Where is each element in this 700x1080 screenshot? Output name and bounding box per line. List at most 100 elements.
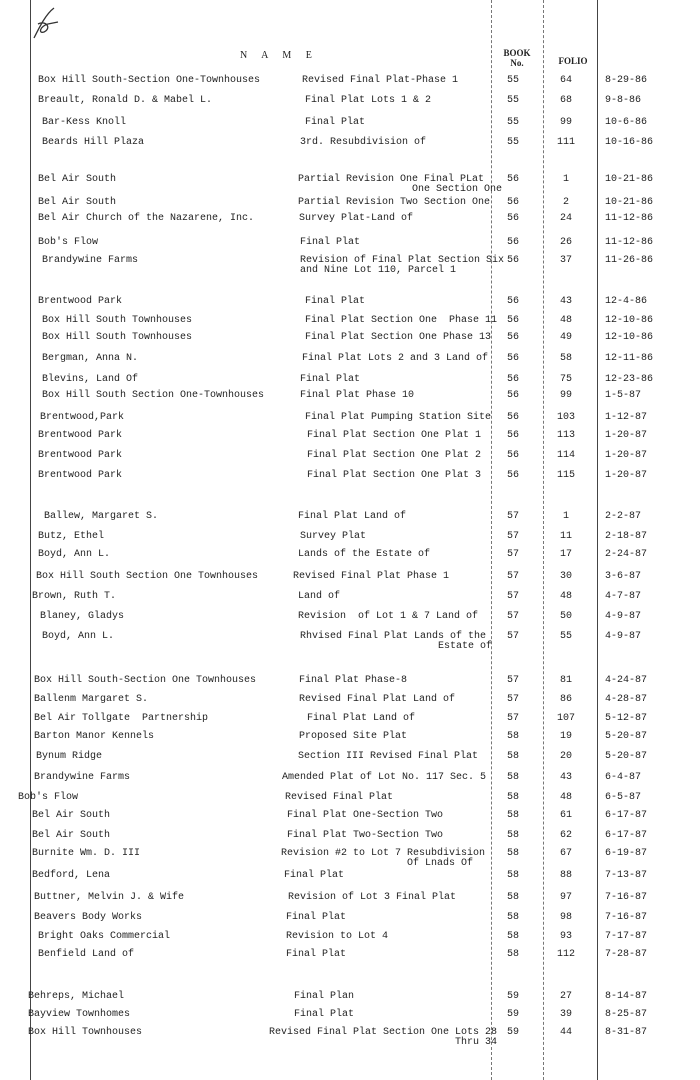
row-date: 8-14-87 xyxy=(605,991,648,1002)
row-date: 9-8-86 xyxy=(605,95,642,106)
row-date: 6-5-87 xyxy=(605,792,642,803)
row-date: 7-17-87 xyxy=(605,931,648,942)
name-column-header: N A M E xyxy=(240,50,318,61)
row-description: Final Plat Phase 10 xyxy=(300,390,415,401)
row-description: Final Plat Section One Phase 11 xyxy=(305,315,498,326)
row-folio: 107 xyxy=(556,713,575,724)
row-date: 12-11-86 xyxy=(605,353,654,364)
row-book: 56 xyxy=(506,470,519,481)
row-name: Box Hill South-Section One-Townhouses xyxy=(38,75,261,86)
row-book: 58 xyxy=(506,870,519,881)
row-date: 11-12-86 xyxy=(605,237,654,248)
row-book: 56 xyxy=(506,374,519,385)
row-description: Final Plat xyxy=(294,1009,355,1020)
row-book: 58 xyxy=(506,731,519,742)
row-book: 56 xyxy=(506,315,519,326)
row-description: Amended Plat of Lot No. 117 Sec. 5 xyxy=(282,772,487,783)
row-name: Brentwood,Park xyxy=(40,412,125,423)
row-date: 1-5-87 xyxy=(605,390,642,401)
row-folio: 24 xyxy=(559,213,572,224)
row-folio: 48 xyxy=(559,591,572,602)
row-description: Final Plat Land of xyxy=(298,511,407,522)
row-description: Final Plat xyxy=(286,949,347,960)
row-folio: 81 xyxy=(559,675,572,686)
row-description: Proposed Site Plat xyxy=(299,731,408,742)
row-folio: 39 xyxy=(559,1009,572,1020)
row-description: Revised Final Plat-Phase 1 xyxy=(302,75,459,86)
row-date: 8-29-86 xyxy=(605,75,648,86)
row-folio: 75 xyxy=(559,374,572,385)
row-name: Bayview Townhomes xyxy=(28,1009,131,1020)
row-name: Box Hill South-Section One Townhouses xyxy=(34,675,257,686)
row-name: Box Hill Townhouses xyxy=(28,1027,143,1038)
row-description: Final Plat xyxy=(286,912,347,923)
row-date: 6-17-87 xyxy=(605,810,648,821)
row-folio: 26 xyxy=(559,237,572,248)
row-book: 56 xyxy=(506,296,519,307)
row-book: 57 xyxy=(506,531,519,542)
row-description: Partial Revision One Final PLat One Sect… xyxy=(298,174,503,195)
row-book: 57 xyxy=(506,694,519,705)
row-name: Bel Air South xyxy=(32,810,111,821)
row-date: 2-18-87 xyxy=(605,531,648,542)
row-name: Brown, Ruth T. xyxy=(32,591,117,602)
row-name: Box Hill South Townhouses xyxy=(42,332,193,343)
row-book: 58 xyxy=(506,772,519,783)
row-name: Buttner, Melvin J. & Wife xyxy=(34,892,185,903)
row-date: 10-21-86 xyxy=(605,197,654,208)
row-description: Revised Final Plat Land of xyxy=(299,694,456,705)
row-name: Burnite Wm. D. III xyxy=(32,848,141,859)
row-date: 12-10-86 xyxy=(605,332,654,343)
row-name: Boyd, Ann L. xyxy=(42,631,115,642)
row-name: Bergman, Anna N. xyxy=(42,353,139,364)
row-date: 2-24-87 xyxy=(605,549,648,560)
column-divider-book xyxy=(491,0,492,1080)
row-name: Bel Air Tollgate Partnership xyxy=(34,713,209,724)
row-date: 4-7-87 xyxy=(605,591,642,602)
row-date: 11-12-86 xyxy=(605,213,654,224)
row-folio: 48 xyxy=(559,792,572,803)
row-date: 10-6-86 xyxy=(605,117,648,128)
row-date: 1-12-87 xyxy=(605,412,648,423)
row-book: 56 xyxy=(506,332,519,343)
row-folio: 99 xyxy=(559,390,572,401)
row-folio: 93 xyxy=(559,931,572,942)
row-book: 56 xyxy=(506,353,519,364)
left-margin-line xyxy=(30,0,31,1080)
row-description: Survey Plat xyxy=(300,531,367,542)
row-folio: 49 xyxy=(559,332,572,343)
row-folio: 67 xyxy=(559,848,572,859)
row-book: 57 xyxy=(506,511,519,522)
row-folio: 61 xyxy=(559,810,572,821)
row-date: 3-6-87 xyxy=(605,571,642,582)
row-folio: 115 xyxy=(556,470,575,481)
row-date: 1-20-87 xyxy=(605,450,648,461)
row-book: 55 xyxy=(506,95,519,106)
column-divider-date xyxy=(597,0,598,1080)
row-folio: 1 xyxy=(562,511,569,522)
row-name: Bedford, Lena xyxy=(32,870,111,881)
row-description: Final Plat Lots 2 and 3 Land of xyxy=(302,353,489,364)
row-folio: 88 xyxy=(559,870,572,881)
row-date: 1-20-87 xyxy=(605,470,648,481)
row-description: Final Plat Two-Section Two xyxy=(287,830,444,841)
row-description: Rhvised Final Plat Lands of the Estate o… xyxy=(300,631,493,652)
row-date: 4-9-87 xyxy=(605,631,642,642)
row-date: 10-21-86 xyxy=(605,174,654,185)
row-date: 5-20-87 xyxy=(605,731,648,742)
row-name: Ballenm Margaret S. xyxy=(34,694,149,705)
row-folio: 30 xyxy=(559,571,572,582)
row-date: 11-26-86 xyxy=(605,255,654,266)
row-date: 7-16-87 xyxy=(605,912,648,923)
row-folio: 48 xyxy=(559,315,572,326)
row-description: Final Plat xyxy=(284,870,345,881)
row-date: 4-28-87 xyxy=(605,694,648,705)
row-book: 57 xyxy=(506,675,519,686)
folio-column-header: FOLIO xyxy=(558,56,588,66)
row-book: 58 xyxy=(506,848,519,859)
row-name: Bel Air Church of the Nazarene, Inc. xyxy=(38,213,255,224)
row-description: Partial Revision Two Section One xyxy=(298,197,491,208)
row-name: Beards Hill Plaza xyxy=(42,137,145,148)
row-description: Final Plat Lots 1 & 2 xyxy=(305,95,432,106)
row-book: 59 xyxy=(506,991,519,1002)
